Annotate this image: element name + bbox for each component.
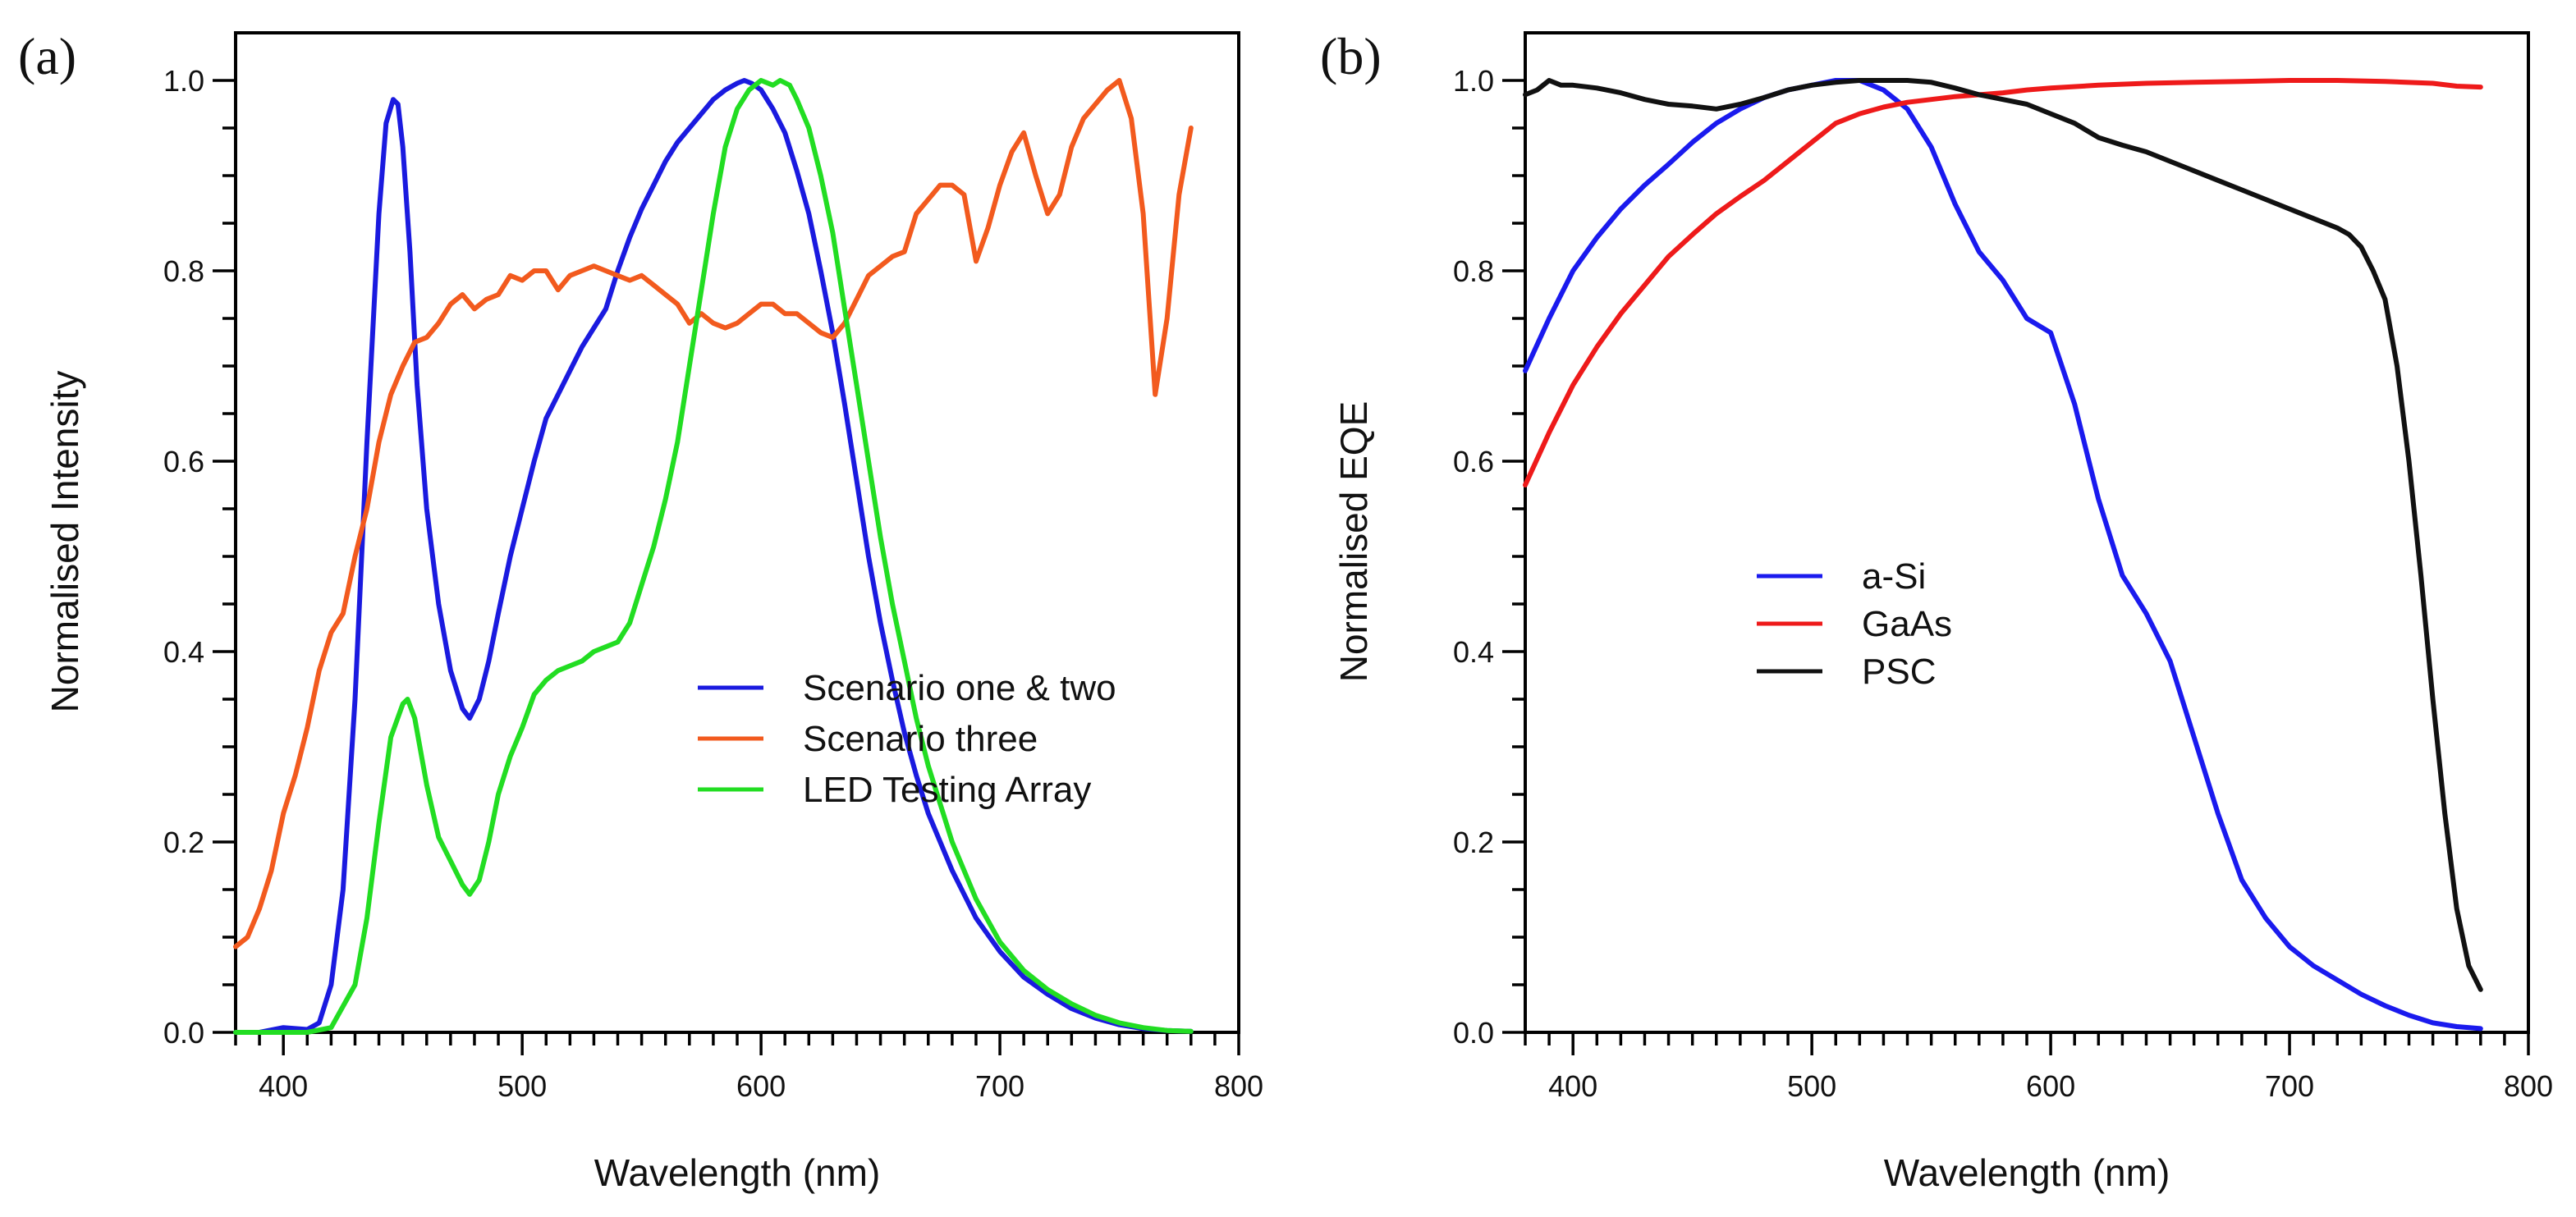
series-lines-a <box>233 78 1194 1035</box>
panel-b: (b) 400 500 600 700 800 0.0 0.2 0.4 0.6 0.8 1.0 Wa… <box>1320 27 2553 1194</box>
y-tick-label: 0.4 <box>163 635 204 669</box>
legend-label-gaas: GaAs <box>1862 604 1952 644</box>
axis-ticks-b <box>1502 79 2530 1055</box>
series-line-psc <box>1523 78 2483 992</box>
series-line-gaas <box>1523 78 2483 487</box>
y-tick-label: 0.0 <box>163 1016 204 1050</box>
panel-label-a: (a) <box>18 27 76 85</box>
panel-a: (a) 400 500 600 700 800 0.0 0.2 0.4 0.6 0.8 1.0 Wa… <box>18 27 1263 1194</box>
plot-frame-a <box>234 31 1240 1034</box>
legend-label-scenario-one-two: Scenario one & two <box>803 668 1116 708</box>
series-line-led-testing-array <box>233 78 1194 1035</box>
x-tick-label: 600 <box>2026 1069 2075 1103</box>
y-tick-label: 0.6 <box>1453 445 1494 478</box>
legend-label-psc: PSC <box>1862 652 1936 692</box>
tick-labels-b: 400 500 600 700 800 0.0 0.2 0.4 0.6 0.8 1.0 <box>1453 64 2553 1103</box>
series-lines-b <box>1523 78 2483 1032</box>
x-tick-label: 800 <box>2504 1069 2553 1103</box>
legend-a: Scenario one & two Scenario three LED Te… <box>698 668 1116 810</box>
tick-labels-a: 400 500 600 700 800 0.0 0.2 0.4 0.6 0.8 1.0 <box>163 64 1263 1103</box>
legend-label-led-testing-array: LED Testing Array <box>803 770 1091 810</box>
axis-ticks-a <box>213 79 1240 1055</box>
x-tick-label: 800 <box>1214 1069 1263 1103</box>
y-axis-title-b: Normalised EQE <box>1332 401 1375 683</box>
legend-label-a-si: a-Si <box>1862 556 1926 597</box>
y-axis-title-a: Normalised Intensity <box>44 371 86 713</box>
y-tick-label: 0.8 <box>1453 254 1494 288</box>
plot-frame-b <box>1524 31 2530 1034</box>
y-tick-label: 1.0 <box>1453 64 1494 98</box>
x-tick-label: 700 <box>975 1069 1024 1103</box>
legend-label-scenario-three: Scenario three <box>803 719 1038 759</box>
x-tick-label: 500 <box>497 1069 547 1103</box>
x-tick-label: 700 <box>2265 1069 2314 1103</box>
y-tick-label: 0.8 <box>163 254 204 288</box>
x-tick-label: 600 <box>736 1069 786 1103</box>
x-axis-title-a: Wavelength (nm) <box>594 1151 881 1194</box>
legend-b: a-Si GaAs PSC <box>1757 556 1952 692</box>
panel-label-b: (b) <box>1320 27 1382 85</box>
y-tick-label: 0.4 <box>1453 635 1494 669</box>
y-tick-label: 0.2 <box>163 826 204 859</box>
series-line-a-si <box>1523 78 2483 1032</box>
y-tick-label: 0.6 <box>163 445 204 478</box>
x-tick-label: 400 <box>259 1069 308 1103</box>
y-tick-label: 0.0 <box>1453 1016 1494 1050</box>
y-tick-label: 0.2 <box>1453 826 1494 859</box>
x-tick-label: 400 <box>1548 1069 1597 1103</box>
series-line-scenario-one-two <box>233 78 1194 1035</box>
x-axis-title-b: Wavelength (nm) <box>1884 1151 2170 1194</box>
y-tick-label: 1.0 <box>163 64 204 98</box>
x-tick-label: 500 <box>1787 1069 1836 1103</box>
series-line-scenario-three <box>233 78 1194 949</box>
